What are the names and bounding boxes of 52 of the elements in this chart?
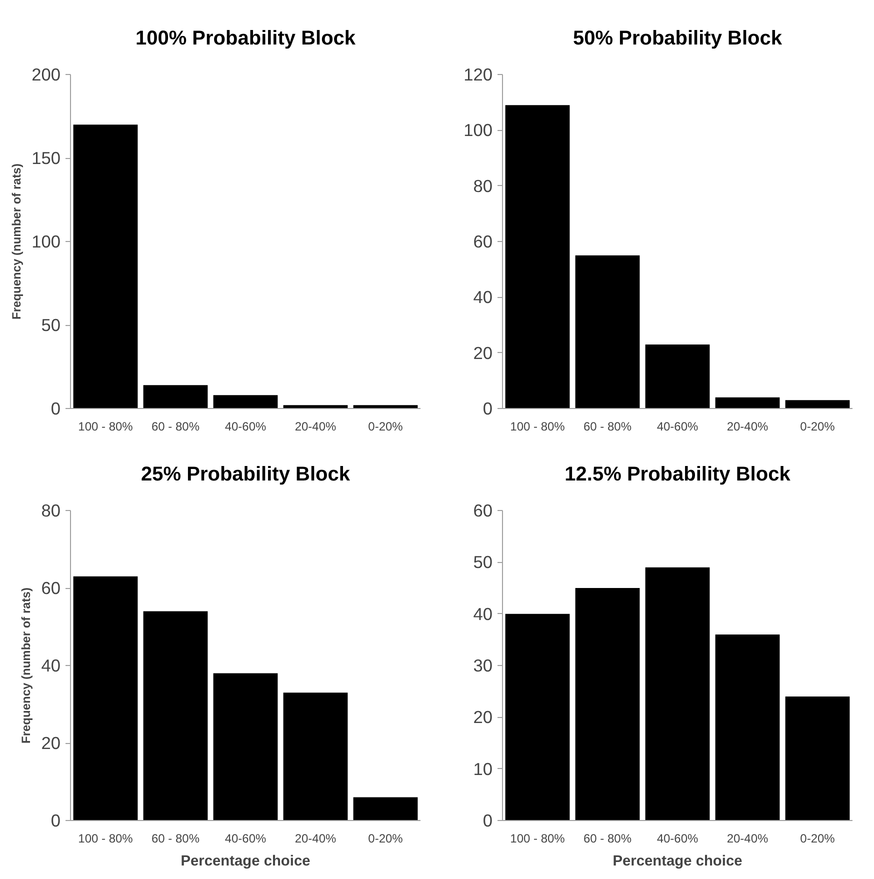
y-tick-label: 40 bbox=[473, 604, 493, 624]
y-tick-label: 60 bbox=[473, 232, 493, 252]
y-tick-label: 80 bbox=[41, 500, 61, 520]
x-tick-label: 40-60% bbox=[224, 832, 267, 846]
y-tick-label: 30 bbox=[473, 656, 493, 676]
y-tick-label: 50 bbox=[473, 552, 493, 572]
y-tick-label: 0 bbox=[50, 810, 61, 830]
chart-title: 100% Probability Block bbox=[135, 28, 356, 50]
x-tick-label: 40-60% bbox=[656, 832, 699, 846]
y-tick-label: 20 bbox=[473, 707, 493, 728]
x-tick-label: 40-60% bbox=[656, 420, 699, 434]
chart-title: 25% Probability Block bbox=[141, 464, 351, 486]
x-tick-label: 100 - 80% bbox=[78, 420, 134, 434]
y-tick-label: 100 bbox=[464, 120, 493, 140]
y-tick-label: 0 bbox=[50, 398, 61, 418]
x-axis-title: Percentage choice bbox=[180, 854, 310, 870]
x-tick-label: 60 - 80% bbox=[583, 420, 632, 434]
y-tick-label: 100 bbox=[32, 232, 61, 252]
x-tick-label: 40-60% bbox=[224, 420, 267, 434]
y-tick-label: 40 bbox=[41, 656, 61, 676]
y-tick-label: 0 bbox=[482, 810, 493, 830]
y-tick-label: 60 bbox=[473, 500, 493, 520]
y-tick-label: 150 bbox=[32, 148, 61, 168]
y-axis-title: Frequency (number of rats) bbox=[10, 163, 24, 320]
x-tick-label: 20-40% bbox=[294, 832, 337, 846]
x-tick-label: 100 - 80% bbox=[78, 832, 134, 846]
x-tick-label: 60 - 80% bbox=[151, 420, 200, 434]
x-tick-label: 0-20% bbox=[800, 420, 836, 434]
x-tick-label: 0-20% bbox=[800, 832, 836, 846]
x-tick-label: 0-20% bbox=[368, 420, 404, 434]
x-tick-label: 100 - 80% bbox=[510, 832, 566, 846]
x-tick-label: 20-40% bbox=[726, 420, 769, 434]
x-tick-label: 20-40% bbox=[726, 832, 769, 846]
y-tick-label: 10 bbox=[473, 758, 493, 779]
y-tick-label: 20 bbox=[473, 342, 493, 363]
y-tick-label: 20 bbox=[41, 733, 61, 753]
x-tick-label: 100 - 80% bbox=[510, 420, 566, 434]
y-tick-label: 80 bbox=[473, 176, 493, 196]
y-tick-label: 200 bbox=[32, 64, 61, 84]
y-tick-label: 60 bbox=[41, 578, 61, 598]
y-tick-label: 120 bbox=[464, 64, 493, 84]
x-axis-title: Percentage choice bbox=[612, 854, 742, 870]
x-tick-label: 60 - 80% bbox=[583, 832, 632, 846]
y-tick-label: 0 bbox=[482, 398, 493, 418]
y-axis-title: Frequency (number of rats) bbox=[19, 587, 34, 744]
x-tick-label: 60 - 80% bbox=[151, 832, 200, 846]
y-tick-label: 40 bbox=[473, 287, 493, 308]
x-tick-label: 20-40% bbox=[294, 420, 337, 434]
chart-title: 12.5% Probability Block bbox=[564, 464, 792, 486]
chart-title: 50% Probability Block bbox=[573, 28, 783, 50]
y-tick-label: 50 bbox=[41, 315, 61, 335]
x-tick-label: 0-20% bbox=[368, 832, 404, 846]
